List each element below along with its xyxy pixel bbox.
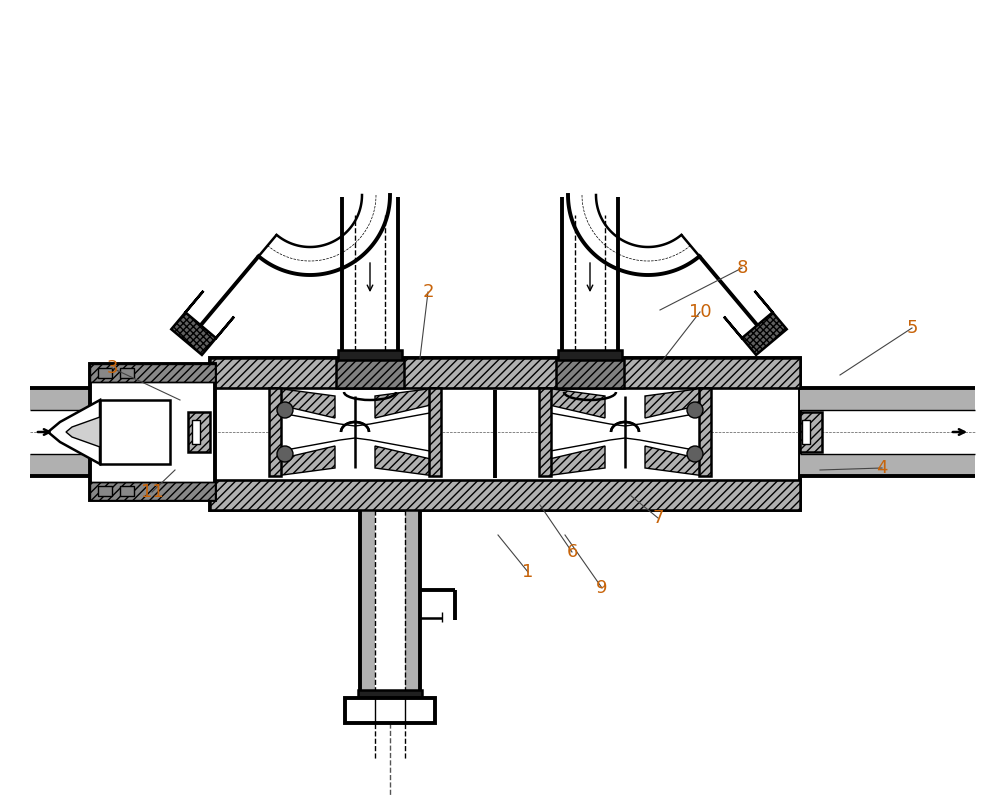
Bar — [210, 358, 800, 388]
Bar — [90, 482, 215, 500]
Polygon shape — [545, 446, 605, 476]
Polygon shape — [645, 446, 705, 476]
Polygon shape — [375, 388, 435, 418]
Text: 6: 6 — [566, 543, 578, 561]
Polygon shape — [275, 446, 335, 476]
Bar — [556, 358, 624, 388]
Bar — [539, 388, 551, 476]
Bar — [336, 358, 404, 388]
Bar — [90, 364, 215, 382]
Bar — [345, 698, 435, 723]
Bar — [699, 388, 711, 476]
Bar — [800, 412, 822, 452]
Polygon shape — [275, 412, 435, 452]
Text: 9: 9 — [596, 579, 608, 597]
Bar — [210, 358, 800, 510]
Polygon shape — [645, 388, 705, 418]
Bar — [98, 368, 112, 378]
Text: 8: 8 — [736, 259, 748, 277]
Polygon shape — [545, 412, 705, 452]
Bar — [98, 486, 112, 496]
Circle shape — [687, 446, 703, 462]
Bar — [338, 350, 402, 360]
Circle shape — [277, 446, 293, 462]
Bar — [558, 350, 622, 360]
Polygon shape — [275, 388, 335, 418]
Bar — [192, 420, 200, 444]
Bar — [100, 400, 170, 464]
Bar — [120, 368, 134, 378]
Polygon shape — [545, 388, 605, 418]
Text: 11: 11 — [141, 483, 163, 501]
Bar — [360, 510, 375, 700]
Circle shape — [687, 402, 703, 418]
Circle shape — [277, 402, 293, 418]
Bar — [90, 364, 215, 500]
Bar — [30, 388, 210, 410]
Bar — [802, 420, 810, 444]
Bar — [800, 454, 975, 476]
Bar — [269, 388, 281, 476]
Text: 2: 2 — [422, 283, 434, 301]
Bar — [210, 480, 800, 510]
Text: 3: 3 — [106, 359, 118, 377]
Bar — [358, 690, 422, 698]
Bar — [429, 388, 441, 476]
Polygon shape — [724, 291, 787, 355]
Bar — [30, 454, 210, 476]
Polygon shape — [48, 400, 100, 464]
Bar — [188, 412, 210, 452]
Polygon shape — [66, 417, 100, 447]
Text: 10: 10 — [689, 303, 711, 321]
Bar — [120, 486, 134, 496]
Text: 4: 4 — [876, 459, 888, 477]
Bar — [800, 388, 975, 410]
Polygon shape — [171, 291, 234, 355]
Polygon shape — [375, 446, 435, 476]
Text: 1: 1 — [522, 563, 534, 581]
Text: 7: 7 — [652, 509, 664, 527]
Text: 5: 5 — [906, 319, 918, 337]
Bar — [405, 510, 420, 700]
